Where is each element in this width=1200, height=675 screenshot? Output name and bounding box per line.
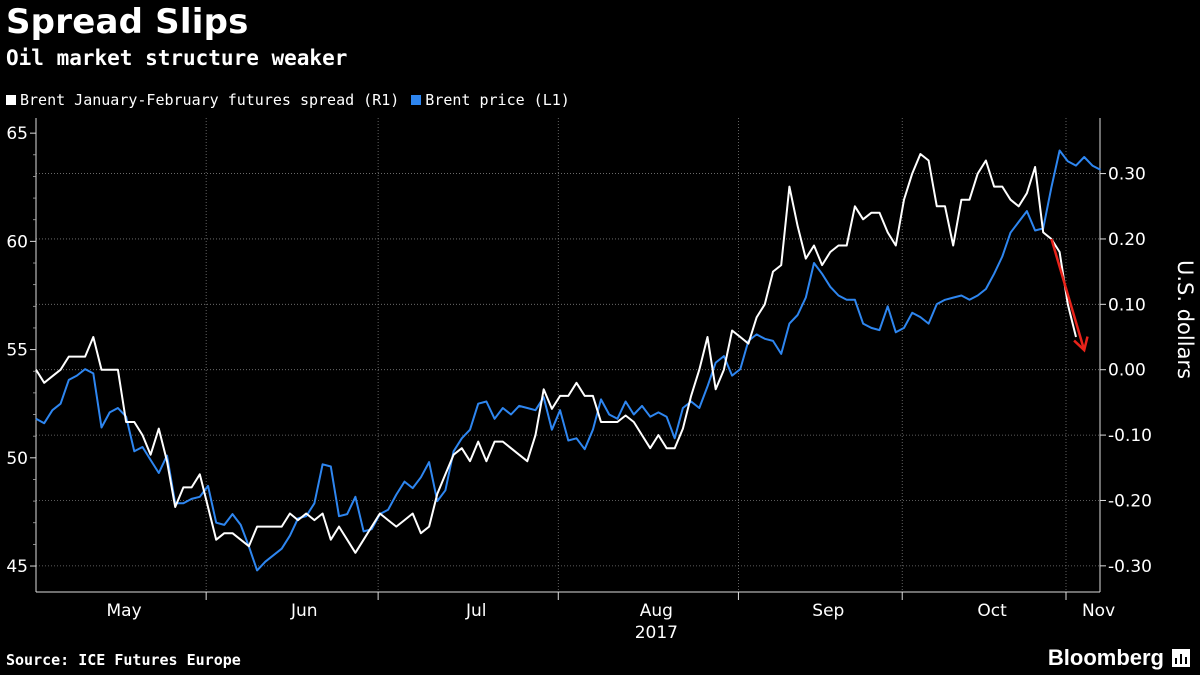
left-axis-tick-label: 60 — [6, 232, 28, 252]
x-axis-year-label: 2017 — [635, 623, 678, 643]
left-axis-tick-label: 55 — [6, 341, 28, 361]
legend-item-spread: Brent January-February futures spread (R… — [6, 91, 399, 109]
legend-swatch-brent — [411, 95, 422, 105]
x-axis-tick-label: Jun — [290, 601, 318, 621]
annotation-arrow-head — [1073, 336, 1089, 353]
x-axis-tick-label: Jul — [465, 601, 487, 621]
right-axis-tick-label: 0.20 — [1108, 230, 1146, 250]
legend-label-brent: Brent price (L1) — [425, 91, 570, 109]
series-group — [35, 149, 1102, 572]
right-axis-tick-label: -0.10 — [1108, 426, 1152, 446]
legend-label-spread: Brent January-February futures spread (R… — [20, 91, 400, 109]
grid — [36, 118, 1100, 592]
spread-series-line — [35, 153, 1077, 554]
right-axis-tick-label: -0.20 — [1108, 491, 1152, 511]
right-axis-tick-label: -0.30 — [1108, 557, 1152, 577]
source-note: Source: ICE Futures Europe — [6, 651, 241, 669]
right-axis-tick-label: 0.30 — [1108, 165, 1146, 185]
annotation-arrow-shaft — [1050, 238, 1086, 351]
x-axis-tick-label: May — [107, 601, 142, 621]
brand-name: Bloomberg — [1047, 645, 1164, 670]
brand: Bloomberg — [1048, 645, 1190, 671]
right-axis-tick-label: 0.10 — [1108, 295, 1146, 315]
legend-item-brent: Brent price (L1) — [411, 91, 570, 109]
left-axis-tick-label: 65 — [6, 124, 28, 144]
annotation-group — [1050, 238, 1089, 353]
axes: 45 50 55 60 65 0.30 0.20 0.10 0.00 -0.10 -0.20 -0.3… — [6, 118, 1197, 643]
x-axis-tick-label: Nov — [1082, 601, 1115, 621]
chart-title: Spread Slips — [6, 2, 249, 42]
right-axis-tick-label: 0.00 — [1108, 361, 1146, 381]
brent-price-series-line — [35, 149, 1102, 572]
left-axis-tick-label: 45 — [6, 557, 28, 577]
legend-swatch-spread — [6, 95, 16, 105]
x-axis-tick-label: Sep — [812, 601, 844, 621]
chart-subtitle: Oil market structure weaker — [6, 46, 348, 70]
bloomberg-chart-icon — [1172, 649, 1190, 667]
x-axis-tick-label: Oct — [977, 601, 1007, 621]
left-axis-tick-label: 50 — [6, 449, 28, 469]
x-axis-tick-label: Aug — [640, 601, 673, 621]
legend: Brent January-February futures spread (R… — [6, 91, 582, 109]
right-axis-label: U.S. dollars — [1173, 260, 1197, 379]
